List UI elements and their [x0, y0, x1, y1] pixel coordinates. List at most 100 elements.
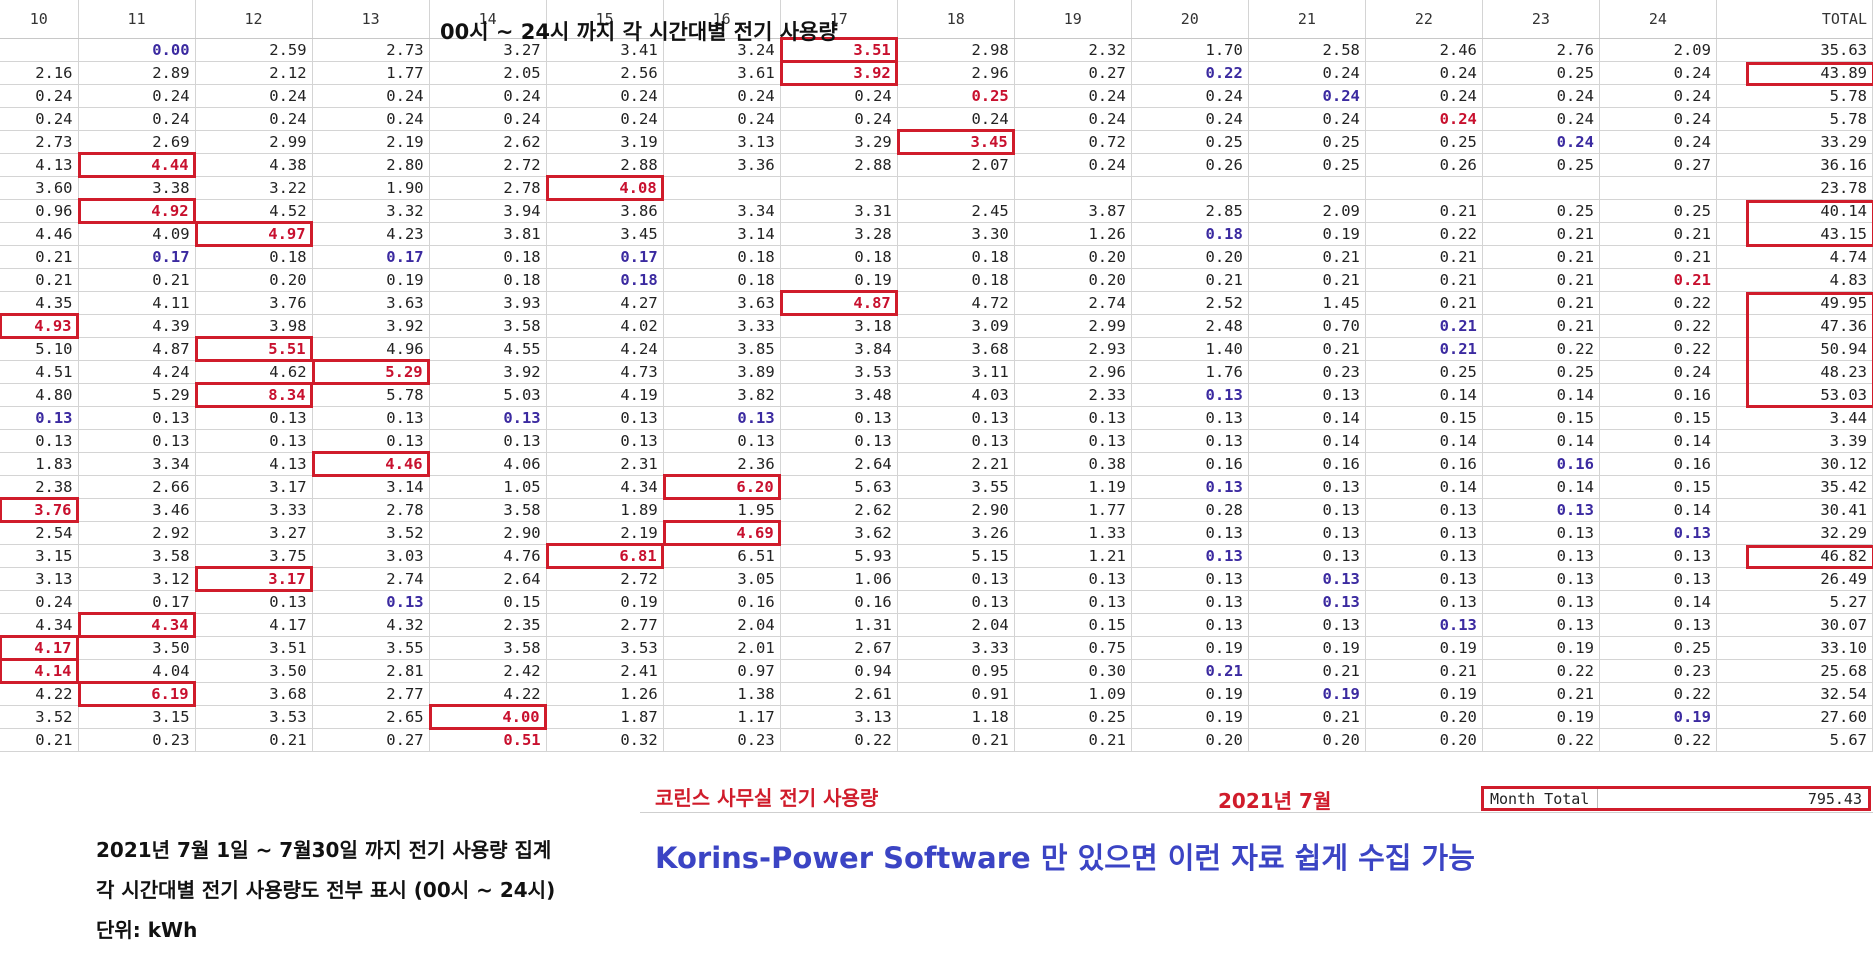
usage-cell[interactable]: 2.88 [780, 153, 898, 177]
usage-cell[interactable]: 0.24 [1599, 360, 1717, 384]
usage-cell[interactable]: 0.22 [1599, 337, 1717, 361]
usage-cell[interactable]: 2.09 [1599, 38, 1717, 62]
usage-cell[interactable]: 3.52 [0, 705, 79, 729]
usage-cell[interactable]: 0.13 [1014, 429, 1132, 453]
usage-cell[interactable]: 2.01 [663, 636, 781, 660]
usage-cell[interactable]: 3.63 [663, 291, 781, 315]
usage-cell[interactable]: 4.09 [78, 222, 196, 246]
usage-cell[interactable]: 2.69 [78, 130, 196, 154]
usage-cell[interactable]: 0.13 [1131, 406, 1249, 430]
usage-cell[interactable]: 2.64 [780, 452, 898, 476]
usage-cell[interactable]: 3.82 [663, 383, 781, 407]
usage-cell[interactable]: 0.19 [780, 268, 898, 292]
usage-cell[interactable]: 6.81 [545, 542, 664, 569]
usage-cell[interactable]: 0.27 [1014, 61, 1132, 85]
usage-cell[interactable]: 0.13 [1248, 475, 1366, 499]
usage-cell[interactable]: 0.21 [0, 245, 79, 269]
usage-cell[interactable]: 0.19 [1248, 682, 1366, 706]
usage-cell[interactable]: 0.24 [780, 84, 898, 108]
usage-cell[interactable]: 0.24 [195, 84, 313, 108]
usage-cell[interactable]: 0.25 [1482, 153, 1600, 177]
usage-cell[interactable]: 0.13 [897, 567, 1015, 591]
usage-cell[interactable]: 0.14 [1365, 383, 1483, 407]
usage-cell[interactable]: 0.24 [78, 107, 196, 131]
usage-cell[interactable]: 0.21 [1482, 222, 1600, 246]
usage-cell[interactable]: 0.13 [1014, 590, 1132, 614]
usage-cell[interactable]: 0.00 [78, 38, 196, 62]
usage-cell[interactable]: 2.46 [1365, 38, 1483, 62]
usage-cell[interactable]: 0.19 [1365, 682, 1483, 706]
usage-cell[interactable]: 0.21 [1365, 659, 1483, 683]
usage-cell[interactable]: 3.36 [663, 153, 781, 177]
usage-cell[interactable]: 0.25 [1482, 199, 1600, 223]
usage-cell[interactable]: 3.34 [78, 452, 196, 476]
usage-cell[interactable]: 0.22 [780, 728, 898, 752]
usage-cell[interactable]: 6.19 [77, 680, 196, 707]
usage-cell[interactable]: 0.13 [1248, 383, 1366, 407]
usage-cell[interactable]: 2.78 [429, 176, 547, 200]
row-total-cell[interactable]: 30.07 [1716, 613, 1873, 637]
usage-cell[interactable]: 0.24 [429, 107, 547, 131]
usage-cell[interactable]: 3.53 [780, 360, 898, 384]
usage-cell[interactable]: 2.90 [429, 521, 547, 545]
usage-cell[interactable]: 1.83 [0, 452, 79, 476]
usage-cell[interactable]: 0.21 [1131, 659, 1249, 683]
usage-cell[interactable]: 0.24 [663, 84, 781, 108]
usage-cell[interactable]: 3.53 [195, 705, 313, 729]
usage-cell[interactable]: 2.99 [1014, 314, 1132, 338]
usage-cell[interactable] [1131, 176, 1249, 200]
usage-cell[interactable]: 0.95 [897, 659, 1015, 683]
usage-cell[interactable]: 0.13 [1131, 429, 1249, 453]
usage-cell[interactable]: 0.24 [1482, 130, 1600, 154]
usage-cell[interactable]: 3.18 [780, 314, 898, 338]
row-total-cell[interactable]: 5.67 [1716, 728, 1873, 752]
usage-cell[interactable]: 3.89 [663, 360, 781, 384]
usage-cell[interactable]: 2.74 [1014, 291, 1132, 315]
usage-cell[interactable]: 0.14 [1248, 406, 1366, 430]
usage-cell[interactable]: 0.13 [1482, 567, 1600, 591]
usage-cell[interactable]: 0.13 [1365, 544, 1483, 568]
usage-cell[interactable]: 1.21 [1014, 544, 1132, 568]
usage-cell[interactable]: 2.64 [429, 567, 547, 591]
usage-cell[interactable]: 0.13 [78, 429, 196, 453]
usage-cell[interactable]: 3.58 [429, 314, 547, 338]
row-total-cell[interactable]: 33.10 [1716, 636, 1873, 660]
usage-cell[interactable]: 3.52 [312, 521, 430, 545]
usage-cell[interactable]: 0.24 [1365, 61, 1483, 85]
usage-cell[interactable]: 0.22 [1599, 314, 1717, 338]
usage-cell[interactable]: 0.21 [1365, 199, 1483, 223]
usage-cell[interactable]: 4.38 [195, 153, 313, 177]
usage-cell[interactable]: 0.21 [1248, 245, 1366, 269]
usage-cell[interactable]: 3.85 [663, 337, 781, 361]
usage-cell[interactable]: 2.92 [78, 521, 196, 545]
usage-cell[interactable]: 3.11 [897, 360, 1015, 384]
usage-cell[interactable] [1365, 176, 1483, 200]
usage-cell[interactable]: 0.24 [1248, 107, 1366, 131]
usage-cell[interactable]: 0.17 [546, 245, 664, 269]
usage-cell[interactable]: 0.16 [1248, 452, 1366, 476]
usage-cell[interactable]: 0.15 [1599, 406, 1717, 430]
row-total-cell[interactable]: 32.29 [1716, 521, 1873, 545]
usage-cell[interactable]: 0.24 [1014, 153, 1132, 177]
usage-cell[interactable]: 1.17 [663, 705, 781, 729]
usage-cell[interactable]: 4.69 [662, 519, 781, 546]
usage-cell[interactable]: 2.07 [897, 153, 1015, 177]
usage-cell[interactable]: 4.73 [546, 360, 664, 384]
usage-cell[interactable]: 3.94 [429, 199, 547, 223]
usage-cell[interactable]: 3.33 [663, 314, 781, 338]
usage-cell[interactable]: 4.34 [0, 613, 79, 637]
usage-cell[interactable]: 0.13 [1365, 498, 1483, 522]
usage-cell[interactable]: 2.65 [312, 705, 430, 729]
usage-cell[interactable]: 0.20 [1014, 245, 1132, 269]
usage-cell[interactable]: 2.04 [663, 613, 781, 637]
usage-cell[interactable]: 3.09 [897, 314, 1015, 338]
usage-cell[interactable]: 4.51 [0, 360, 79, 384]
usage-cell[interactable]: 0.25 [897, 84, 1015, 108]
usage-cell[interactable]: 2.72 [429, 153, 547, 177]
usage-cell[interactable]: 0.13 [1248, 567, 1366, 591]
usage-cell[interactable]: 3.84 [780, 337, 898, 361]
usage-cell[interactable]: 0.18 [897, 245, 1015, 269]
usage-cell[interactable]: 4.35 [0, 291, 79, 315]
usage-cell[interactable]: 0.18 [429, 268, 547, 292]
usage-cell[interactable]: 1.05 [429, 475, 547, 499]
